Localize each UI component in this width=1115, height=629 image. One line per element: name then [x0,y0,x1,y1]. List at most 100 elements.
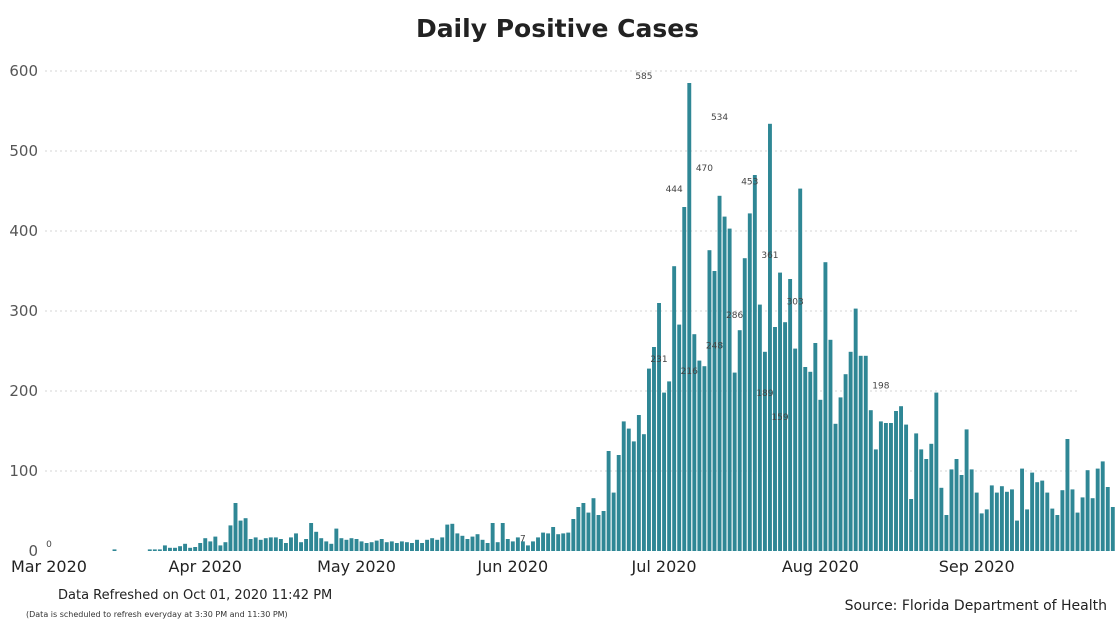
bar[interactable] [561,533,566,551]
bar[interactable] [233,503,238,551]
bar[interactable] [732,372,737,551]
bar[interactable] [173,547,177,551]
bar[interactable] [278,539,283,551]
bar[interactable] [440,537,445,551]
bar[interactable] [1110,507,1115,551]
bar[interactable] [601,511,606,551]
bar[interactable] [954,459,959,551]
bar[interactable] [394,543,399,551]
bar[interactable] [576,507,581,551]
bar[interactable] [495,542,500,551]
bar[interactable] [455,533,460,551]
bar[interactable] [949,469,954,551]
bar[interactable] [1060,490,1065,551]
bar[interactable] [863,355,868,551]
bar[interactable] [682,207,687,551]
bar[interactable] [652,347,656,551]
bar[interactable] [591,498,596,551]
bar[interactable] [198,543,203,551]
bar[interactable] [349,538,354,551]
bar[interactable] [677,324,682,551]
bar[interactable] [354,539,359,551]
bar[interactable] [818,399,823,551]
bar[interactable] [445,524,450,551]
bar[interactable] [904,424,909,551]
bar[interactable] [384,542,389,551]
bar[interactable] [798,188,803,551]
bar[interactable] [193,547,198,551]
bar[interactable] [929,443,934,551]
bar[interactable] [420,543,425,551]
bar[interactable] [1020,468,1025,551]
bar[interactable] [465,539,470,551]
bar[interactable] [828,339,833,551]
bar[interactable] [843,374,848,551]
bar[interactable] [1004,491,1009,551]
bar[interactable] [914,433,919,551]
bar[interactable] [435,539,440,551]
bar[interactable] [329,543,334,551]
bar[interactable] [228,525,233,551]
bar[interactable] [243,518,248,551]
bar[interactable] [304,539,309,551]
bar[interactable] [551,527,556,551]
bar[interactable] [1065,439,1070,551]
bar[interactable] [178,546,182,551]
bar[interactable] [485,543,490,551]
bar[interactable] [1105,487,1110,551]
bar[interactable] [944,515,949,551]
bar[interactable] [253,537,258,551]
bar[interactable] [959,475,964,551]
bar[interactable] [1100,461,1105,551]
bar[interactable] [606,451,611,551]
bar[interactable] [697,360,702,551]
bar[interactable] [868,410,873,551]
bar[interactable] [188,547,193,551]
bar[interactable] [964,429,969,551]
bar[interactable] [404,542,409,551]
bar[interactable] [672,266,677,551]
bar[interactable] [1045,492,1050,551]
bar[interactable] [611,492,616,551]
bar[interactable] [979,513,984,551]
bar[interactable] [450,523,455,551]
bar[interactable] [470,536,475,551]
bar[interactable] [1025,509,1030,551]
bar[interactable] [581,503,586,551]
bar[interactable] [768,123,772,552]
bar[interactable] [399,541,404,551]
bar[interactable] [1095,468,1100,551]
bar[interactable] [793,348,798,551]
bar[interactable] [848,351,853,551]
bar[interactable] [571,519,576,551]
bar[interactable] [823,262,828,551]
bar[interactable] [803,367,808,551]
bar[interactable] [783,322,788,551]
bar[interactable] [510,541,515,551]
bar[interactable] [873,449,878,551]
bar[interactable] [833,423,838,551]
bar[interactable] [934,392,939,551]
bar[interactable] [1030,472,1035,551]
bar[interactable] [531,541,535,551]
bar[interactable] [460,535,465,551]
bar[interactable] [1075,512,1080,551]
bar[interactable] [858,355,863,551]
bar[interactable] [490,523,495,551]
bar[interactable] [344,539,349,551]
bar[interactable] [480,539,485,551]
bar[interactable] [727,228,732,551]
bar[interactable] [641,434,646,551]
bar[interactable] [374,540,379,551]
bar[interactable] [541,532,546,551]
bar[interactable] [238,520,243,551]
bar[interactable] [808,371,813,551]
bar[interactable] [1010,489,1014,551]
bar[interactable] [294,533,298,551]
bar[interactable] [1040,480,1045,551]
bar[interactable] [536,537,540,551]
bar[interactable] [299,542,303,551]
bar[interactable] [919,449,924,551]
bar[interactable] [309,523,314,551]
bar[interactable] [410,543,414,551]
